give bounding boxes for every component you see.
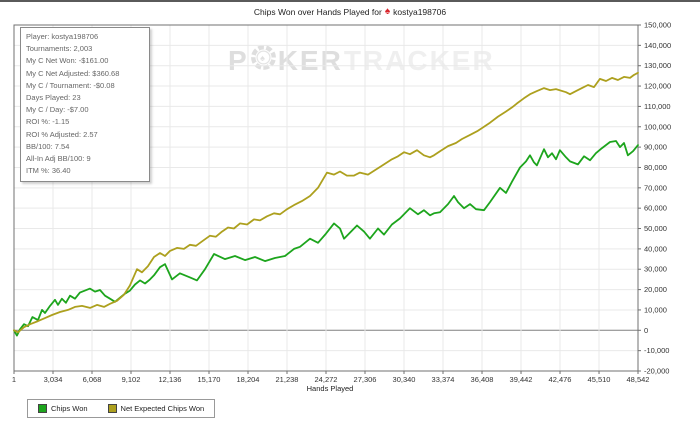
y-tick-label: 20,000	[644, 285, 667, 294]
legend-swatch-net-expected	[107, 404, 117, 413]
y-tick-label: 80,000	[644, 163, 667, 172]
chart-title-player: kostya198706	[393, 7, 447, 17]
y-tick-label: 0	[644, 326, 648, 335]
stats-panel: Player: kostya198706 Tournaments: 2,003 My…	[20, 27, 150, 183]
pokertracker-watermark: P ♠ KER TRACKER	[228, 43, 495, 78]
x-tick-label: 3,034	[44, 375, 63, 384]
x-tick-label: 18,204	[237, 375, 260, 384]
stat-line: ITM %: 36.40	[26, 166, 71, 176]
x-axis-title: Hands Played	[306, 384, 354, 393]
stat-line: Days Played: 23	[26, 93, 81, 103]
x-tick-label: 15,170	[198, 375, 221, 384]
stat-line: ROI %: -1.15	[26, 117, 70, 127]
x-tick-label: 12,136	[159, 375, 182, 384]
stat-line: My C Net Won: -$161.00	[26, 56, 109, 66]
legend-item-net-expected[interactable]: Net Expected Chips Won	[107, 404, 205, 413]
stat-line: My C Net Adjusted: $360.68	[26, 68, 120, 78]
stat-line: Player: kostya198706	[26, 32, 99, 41]
x-tick-label: 45,510	[588, 375, 611, 384]
legend-label-net-expected: Net Expected Chips Won	[120, 404, 205, 413]
chart-legend: Chips Won Net Expected Chips Won	[27, 399, 216, 418]
stat-line: ROI % Adjusted: 2.57	[26, 129, 98, 139]
watermark-tracker: TRACKER	[343, 45, 495, 76]
series-line-1	[13, 71, 639, 334]
y-tick-label: 70,000	[644, 183, 667, 192]
x-tick-label: 48,542	[627, 375, 650, 384]
window-top-border	[0, 0, 700, 2]
y-tick-label: 140,000	[644, 41, 671, 50]
x-tick-label: 33,374	[432, 375, 455, 384]
y-tick-label: 110,000	[644, 102, 671, 111]
x-tick-label: 24,272	[315, 375, 338, 384]
y-tick-label: 100,000	[644, 122, 671, 131]
x-tick-label: 42,476	[549, 375, 572, 384]
x-tick-label: 9,102	[122, 375, 141, 384]
x-tick-label: 39,442	[510, 375, 533, 384]
y-tick-label: 40,000	[644, 244, 667, 253]
x-tick-label: 6,068	[83, 375, 102, 384]
watermark-p: P	[228, 45, 249, 76]
stat-line: All-In Adj BB/100: 9	[26, 154, 91, 164]
legend-label-chips-won: Chips Won	[51, 404, 88, 413]
y-tick-label: -20,000	[644, 367, 669, 376]
stat-line: My C / Day: -$7.00	[26, 105, 89, 115]
stat-line: Tournaments: 2,003	[26, 44, 93, 54]
x-tick-label: 27,306	[354, 375, 377, 384]
legend-item-chips-won[interactable]: Chips Won	[38, 404, 88, 413]
x-tick-label: 30,340	[393, 375, 416, 384]
y-tick-label: 120,000	[644, 82, 671, 91]
x-tick-label: 21,238	[276, 375, 299, 384]
poker-chip-icon: ♠	[249, 43, 277, 77]
y-tick-label: 50,000	[644, 224, 667, 233]
y-tick-label: 150,000	[644, 21, 671, 30]
series-line-0	[13, 140, 639, 337]
y-tick-label: 30,000	[644, 265, 667, 274]
x-tick-label: 36,408	[471, 375, 494, 384]
stat-line: BB/100: 7.54	[26, 141, 70, 151]
y-tick-label: 90,000	[644, 143, 667, 152]
y-tick-label: 10,000	[644, 305, 667, 314]
stat-line: My C / Tournament: -$0.08	[26, 80, 115, 90]
y-tick-label: 60,000	[644, 204, 667, 213]
chart-title-bar: Chips Won over Hands Played for ♠ kostya…	[0, 5, 700, 19]
pokerstars-spade-icon: ♠	[384, 6, 391, 17]
y-tick-label: 130,000	[644, 61, 671, 70]
watermark-ker: KER	[277, 45, 343, 76]
legend-swatch-chips-won	[38, 404, 47, 413]
svg-text:♠: ♠	[260, 53, 267, 63]
chart-title-prefix: Chips Won over Hands Played for	[253, 7, 382, 17]
x-tick-label: 1	[12, 375, 16, 384]
y-tick-label: -10,000	[644, 346, 669, 355]
